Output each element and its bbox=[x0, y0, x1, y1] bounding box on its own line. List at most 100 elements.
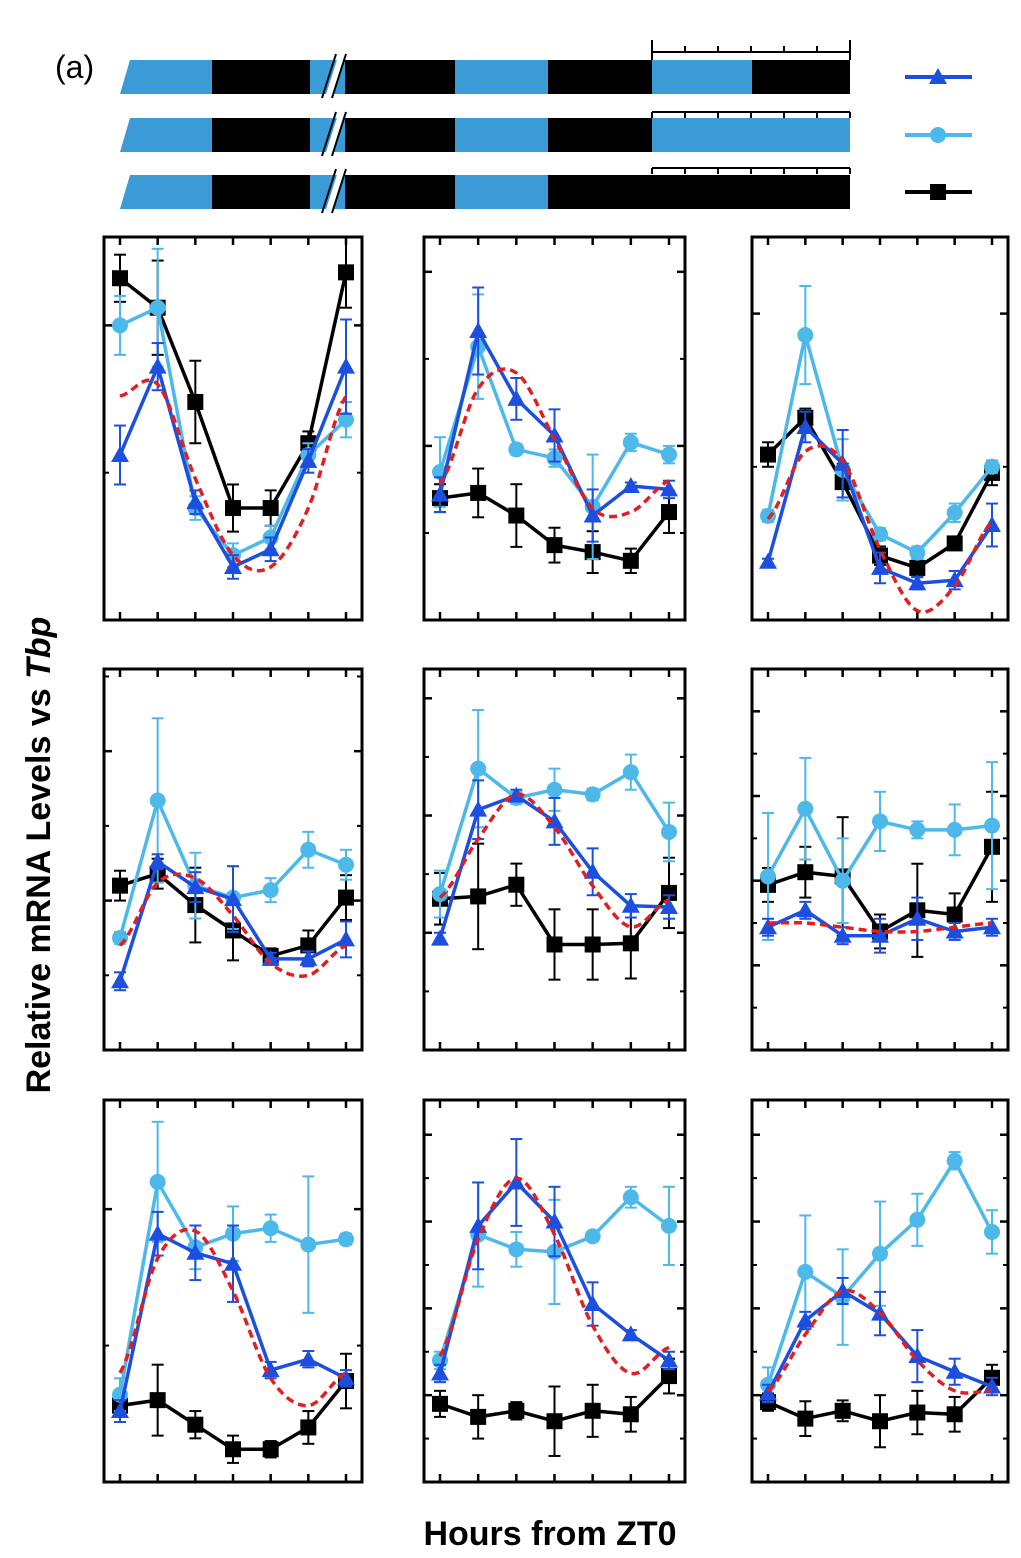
data-point-LD bbox=[148, 852, 167, 869]
data-point-LL bbox=[984, 1223, 1000, 1240]
data-point-LL bbox=[338, 411, 354, 428]
data-point-LD bbox=[759, 918, 777, 935]
series-fit bbox=[438, 1176, 670, 1376]
data-point-LL bbox=[797, 800, 814, 817]
data-point-LL bbox=[872, 1245, 888, 1262]
data-point-LD bbox=[148, 1224, 167, 1241]
fit-curve bbox=[438, 1176, 670, 1376]
series-DD bbox=[432, 1357, 677, 1457]
series-DD bbox=[112, 1352, 354, 1464]
series-LD bbox=[431, 1138, 678, 1384]
panel-e bbox=[102, 667, 364, 1052]
series-LL bbox=[760, 285, 1000, 561]
legend-marker-LD bbox=[929, 68, 947, 84]
protocol-segment bbox=[212, 60, 310, 94]
protocol-segment bbox=[455, 118, 548, 152]
data-point-LD bbox=[545, 426, 564, 443]
data-point-LL bbox=[909, 821, 926, 838]
data-point-LL bbox=[872, 526, 888, 543]
data-point-LD bbox=[148, 357, 167, 374]
data-point-LD bbox=[431, 929, 449, 946]
fit-curve bbox=[438, 367, 670, 519]
data-point-LD bbox=[337, 357, 355, 374]
legend-marker-LL bbox=[930, 127, 946, 143]
protocol-segment bbox=[212, 175, 310, 209]
panel-j bbox=[750, 1098, 1010, 1484]
panel-c bbox=[422, 235, 687, 622]
plot-frame bbox=[750, 667, 1010, 1052]
protocol-segment bbox=[752, 60, 850, 94]
data-point-DD bbox=[946, 906, 963, 923]
data-point-LD bbox=[621, 1325, 640, 1342]
data-point-LD bbox=[621, 896, 640, 913]
data-point-LD bbox=[224, 557, 242, 574]
data-point-LL bbox=[760, 507, 776, 524]
data-point-DD bbox=[872, 1413, 888, 1430]
legend-marker-DD bbox=[930, 184, 946, 200]
data-point-LL bbox=[338, 856, 354, 873]
data-point-LD bbox=[299, 451, 318, 468]
data-point-LD bbox=[469, 322, 488, 339]
data-point-LL bbox=[149, 299, 166, 316]
data-point-DD bbox=[661, 884, 677, 901]
protocol-segment bbox=[120, 60, 212, 94]
data-point-LD bbox=[186, 878, 205, 895]
protocol-segment bbox=[345, 175, 455, 209]
panel-i bbox=[422, 1098, 687, 1484]
data-point-LL bbox=[338, 1231, 354, 1248]
y-axis-label: Relative mRNA Levels vs Tbp bbox=[20, 617, 58, 1094]
data-point-LD bbox=[507, 1173, 526, 1190]
data-point-DD bbox=[432, 1395, 448, 1412]
data-point-DD bbox=[262, 1441, 279, 1458]
data-point-LL bbox=[300, 1236, 317, 1253]
data-point-LD bbox=[186, 1243, 205, 1260]
data-point-LD bbox=[261, 949, 280, 966]
data-point-DD bbox=[112, 270, 128, 287]
data-point-LD bbox=[796, 901, 815, 918]
fit-curve bbox=[768, 920, 993, 934]
data-point-DD bbox=[622, 1406, 639, 1423]
data-point-DD bbox=[661, 504, 677, 521]
protocol-row-DD bbox=[120, 168, 972, 214]
panel-a-label: (a) bbox=[55, 49, 94, 85]
fit-curve bbox=[766, 1288, 993, 1395]
data-point-LD bbox=[545, 1212, 564, 1229]
data-point-LD bbox=[261, 540, 280, 557]
data-point-LL bbox=[661, 823, 677, 840]
fit-curve bbox=[119, 378, 348, 573]
series-fit bbox=[438, 792, 670, 929]
data-point-DD bbox=[300, 937, 317, 954]
data-point-LL bbox=[262, 882, 279, 899]
data-point-LD bbox=[111, 1402, 129, 1419]
data-point-LD bbox=[111, 972, 129, 989]
data-point-LD bbox=[759, 1384, 777, 1401]
data-point-LD bbox=[796, 1311, 815, 1328]
data-point-LD bbox=[759, 552, 777, 569]
data-point-DD bbox=[470, 484, 487, 501]
data-point-DD bbox=[508, 876, 525, 893]
data-point-DD bbox=[661, 1368, 677, 1385]
data-point-LL bbox=[470, 760, 487, 777]
data-point-LL bbox=[149, 1173, 166, 1190]
protocol-segment bbox=[652, 175, 850, 209]
protocol-segment bbox=[212, 118, 310, 152]
data-point-LL bbox=[946, 1152, 963, 1169]
data-point-LD bbox=[833, 926, 852, 943]
data-point-LL bbox=[584, 786, 601, 803]
protocol-segment bbox=[455, 60, 548, 94]
data-point-LD bbox=[224, 890, 242, 907]
panel-h bbox=[102, 1098, 364, 1484]
data-point-LL bbox=[872, 813, 888, 830]
data-point-DD bbox=[300, 1419, 317, 1436]
data-point-LL bbox=[149, 792, 166, 809]
data-point-LL bbox=[984, 458, 1000, 475]
series-fit bbox=[768, 920, 993, 934]
series-LD bbox=[431, 286, 678, 543]
data-point-DD bbox=[112, 877, 128, 894]
data-point-LL bbox=[984, 817, 1000, 834]
series-LD bbox=[111, 318, 355, 580]
data-point-LL bbox=[622, 1189, 639, 1206]
data-point-DD bbox=[760, 446, 776, 463]
data-point-LD bbox=[796, 417, 815, 434]
series-fit bbox=[118, 1227, 347, 1408]
